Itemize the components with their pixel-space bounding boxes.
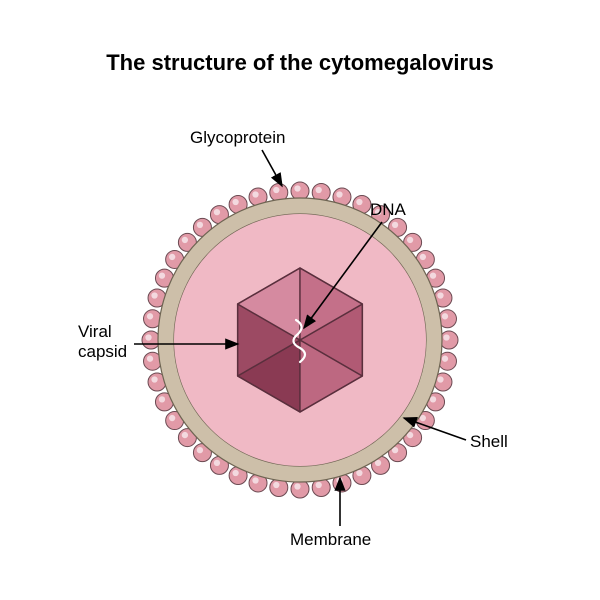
virus-diagram: [0, 0, 600, 600]
label-glycoprotein: Glycoprotein: [190, 128, 285, 148]
label-shell: Shell: [470, 432, 508, 452]
arrow-glycoprotein: [262, 150, 282, 186]
label-viral-capsid: Viral capsid: [78, 322, 127, 361]
label-dna: DNA: [370, 200, 406, 220]
label-membrane: Membrane: [290, 530, 371, 550]
